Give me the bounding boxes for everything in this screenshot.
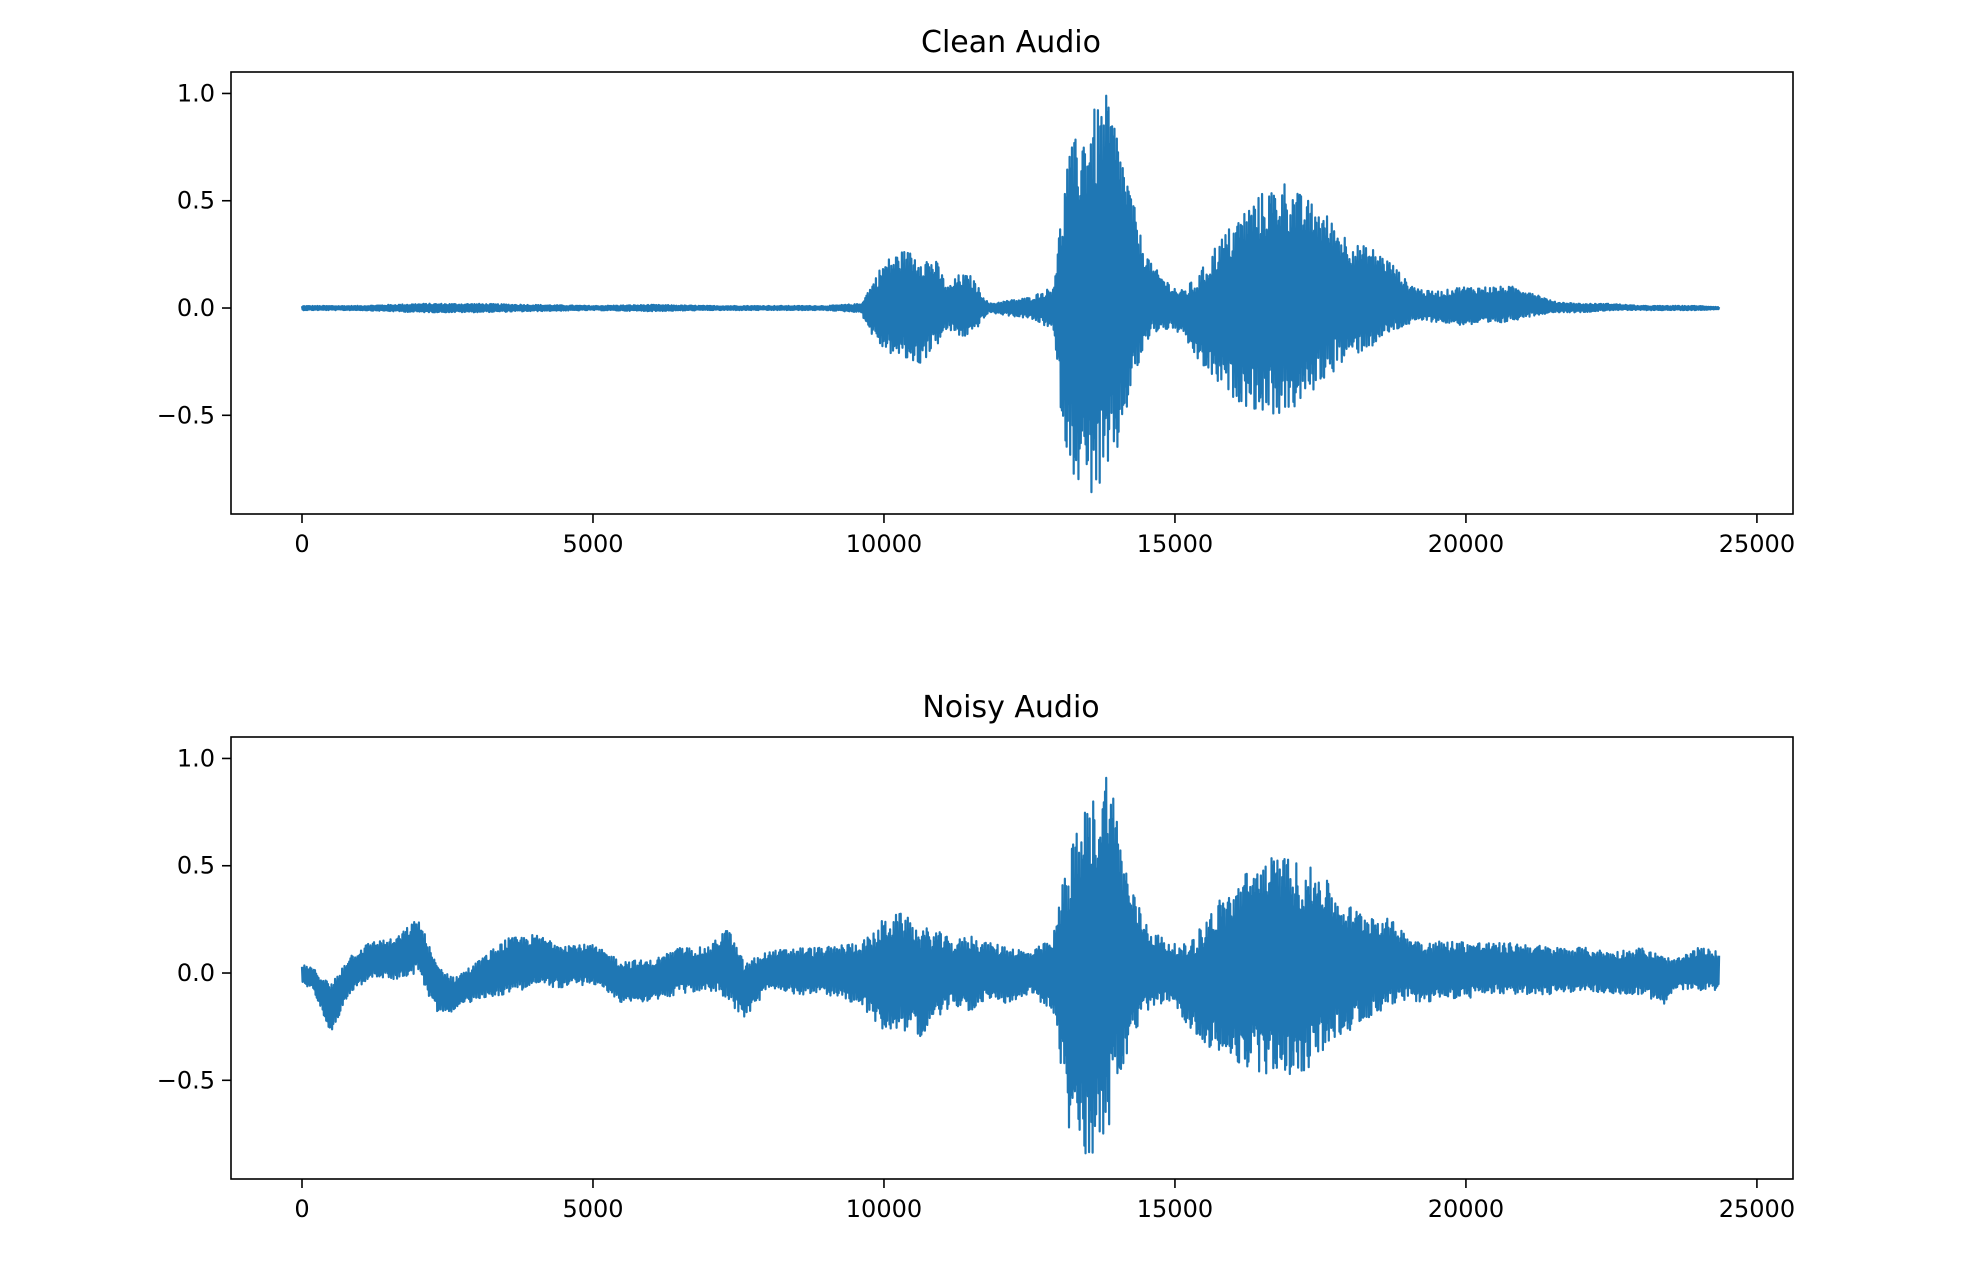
x-tick-label: 25000 bbox=[1719, 530, 1795, 558]
x-axis: 0 5000 10000 15000 20000 25000 bbox=[294, 1179, 1795, 1223]
x-tick-label: 5000 bbox=[562, 1195, 623, 1223]
x-tick-label: 20000 bbox=[1428, 1195, 1504, 1223]
x-tick-label: 0 bbox=[294, 1195, 309, 1223]
waveform-series-line bbox=[300, 94, 1721, 494]
y-tick-label: 1.0 bbox=[177, 744, 215, 772]
y-axis: 1.0 0.5 0.0 −0.5 bbox=[157, 744, 231, 1094]
y-tick-label: 0.5 bbox=[177, 852, 215, 880]
x-tick-label: 10000 bbox=[846, 530, 922, 558]
y-tick-label: 0.0 bbox=[177, 959, 215, 987]
y-tick-label: −0.5 bbox=[157, 1066, 215, 1094]
y-tick-label: 1.0 bbox=[177, 79, 215, 107]
chart-title: Noisy Audio bbox=[922, 690, 1099, 725]
chart-noisy-audio: Noisy Audio 0 5000 10000 15000 20000 25000 1.… bbox=[157, 690, 1795, 1223]
y-tick-label: 0.5 bbox=[177, 187, 215, 215]
y-tick-label: 0.0 bbox=[177, 294, 215, 322]
plot-frame bbox=[230, 736, 1794, 1180]
waveform-series-line bbox=[300, 776, 1721, 1155]
x-tick-label: 5000 bbox=[562, 530, 623, 558]
x-tick-label: 25000 bbox=[1719, 1195, 1795, 1223]
chart-clean-audio: Clean Audio 0 5000 10000 15000 20000 25000 1.… bbox=[157, 25, 1795, 558]
x-axis: 0 5000 10000 15000 20000 25000 bbox=[294, 514, 1795, 558]
x-tick-label: 20000 bbox=[1428, 530, 1504, 558]
waveform-layer bbox=[300, 94, 1721, 494]
plot-frame bbox=[230, 71, 1794, 515]
chart-title: Clean Audio bbox=[921, 25, 1101, 60]
x-tick-label: 10000 bbox=[846, 1195, 922, 1223]
x-tick-label: 0 bbox=[294, 530, 309, 558]
x-tick-label: 15000 bbox=[1137, 1195, 1213, 1223]
y-axis: 1.0 0.5 0.0 −0.5 bbox=[157, 79, 231, 429]
waveform-layer bbox=[300, 776, 1721, 1155]
y-tick-label: −0.5 bbox=[157, 401, 215, 429]
x-tick-label: 15000 bbox=[1137, 530, 1213, 558]
